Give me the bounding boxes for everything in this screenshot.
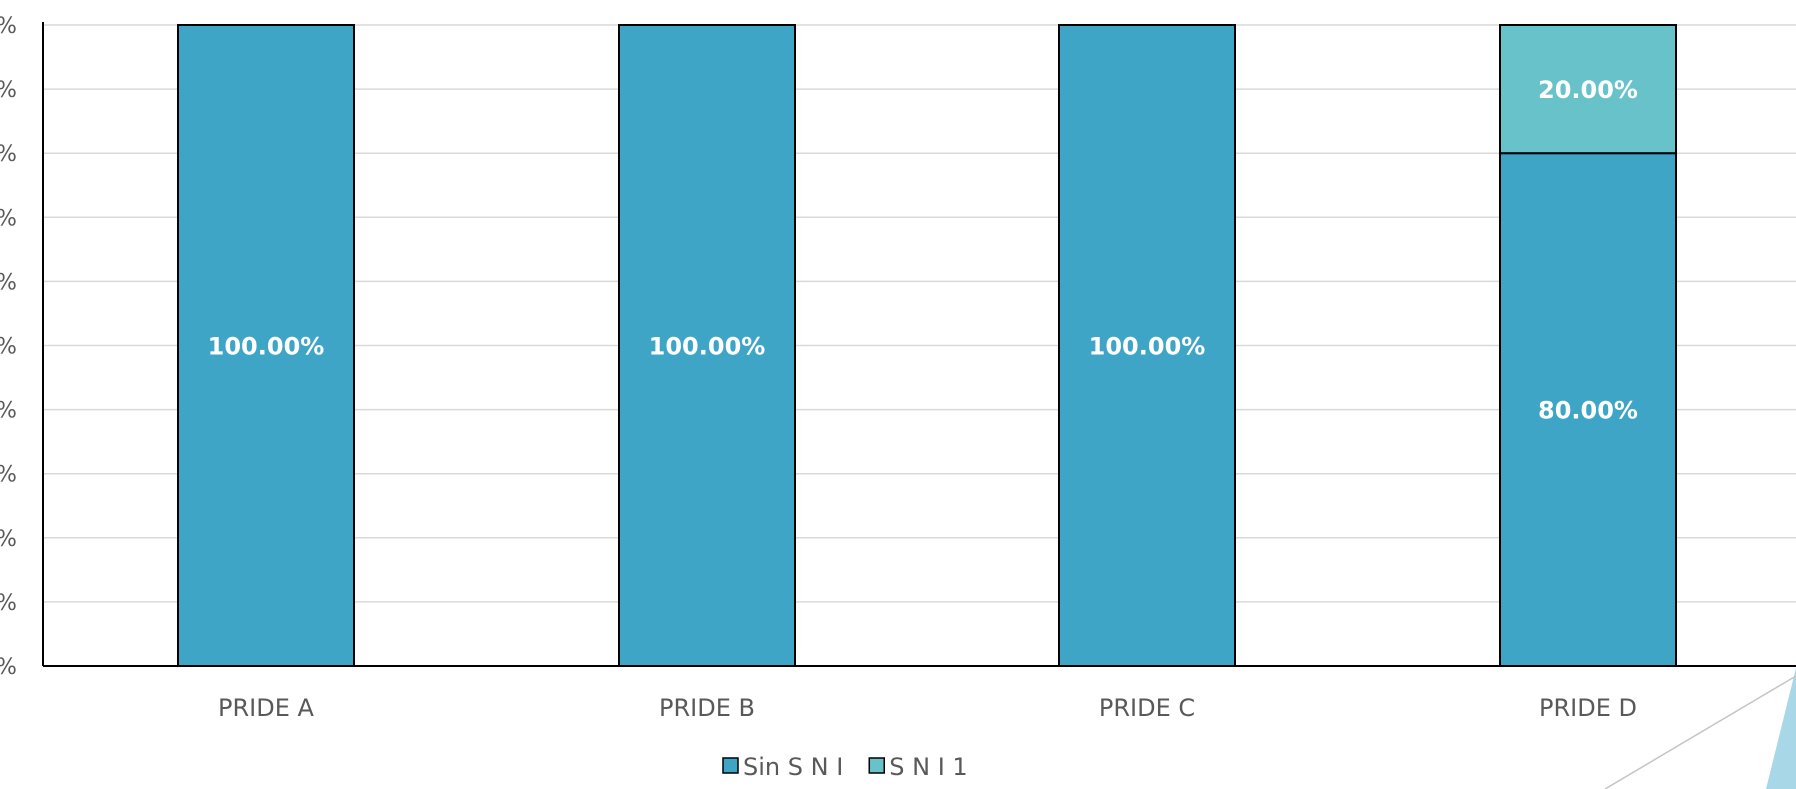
legend-swatch xyxy=(868,757,886,774)
data-labels: 100.00% 100.00% 100.00% 80.00% 20.00% xyxy=(208,76,1638,425)
y-tick-label: % xyxy=(0,399,17,424)
y-tick-label: % xyxy=(0,335,17,360)
data-label: 20.00% xyxy=(1538,76,1638,104)
y-tick-label: % xyxy=(0,655,17,680)
bar-segment xyxy=(1499,152,1677,667)
category-label: PRIDE C xyxy=(1099,694,1195,722)
y-tick-label: % xyxy=(0,14,17,39)
data-label: 80.00% xyxy=(1538,397,1638,425)
corner-accent-shape xyxy=(1766,668,1796,789)
data-label: 100.00% xyxy=(649,333,766,361)
category-label: PRIDE A xyxy=(218,694,315,722)
data-label: 100.00% xyxy=(1089,333,1206,361)
corner-accent-line xyxy=(1604,675,1796,789)
legend-label: Sin S N I xyxy=(743,753,843,781)
axes xyxy=(42,22,1796,667)
legend: Sin S N I S N I 1 xyxy=(722,753,968,781)
data-label: 100.00% xyxy=(208,333,325,361)
legend-label: S N I 1 xyxy=(889,753,967,781)
y-tick-label: % xyxy=(0,142,17,167)
category-label: PRIDE D xyxy=(1539,694,1637,722)
bar-segment xyxy=(618,24,796,667)
legend-swatch xyxy=(722,757,739,774)
y-tick-label: % xyxy=(0,206,17,231)
y-tick-label: % xyxy=(0,78,17,103)
y-axis-tick-labels: %%%%%%%%%%% xyxy=(0,14,17,680)
y-tick-label: % xyxy=(0,591,17,616)
x-axis-labels: PRIDE A PRIDE B PRIDE C PRIDE D xyxy=(218,694,1637,722)
y-tick-label: % xyxy=(0,463,17,488)
y-tick-label: % xyxy=(0,270,17,295)
category-label: PRIDE B xyxy=(659,694,755,722)
bar-segment xyxy=(177,24,355,667)
bar-segment xyxy=(1499,24,1677,155)
decoration-shape xyxy=(1604,668,1796,789)
y-tick-label: % xyxy=(0,527,17,552)
